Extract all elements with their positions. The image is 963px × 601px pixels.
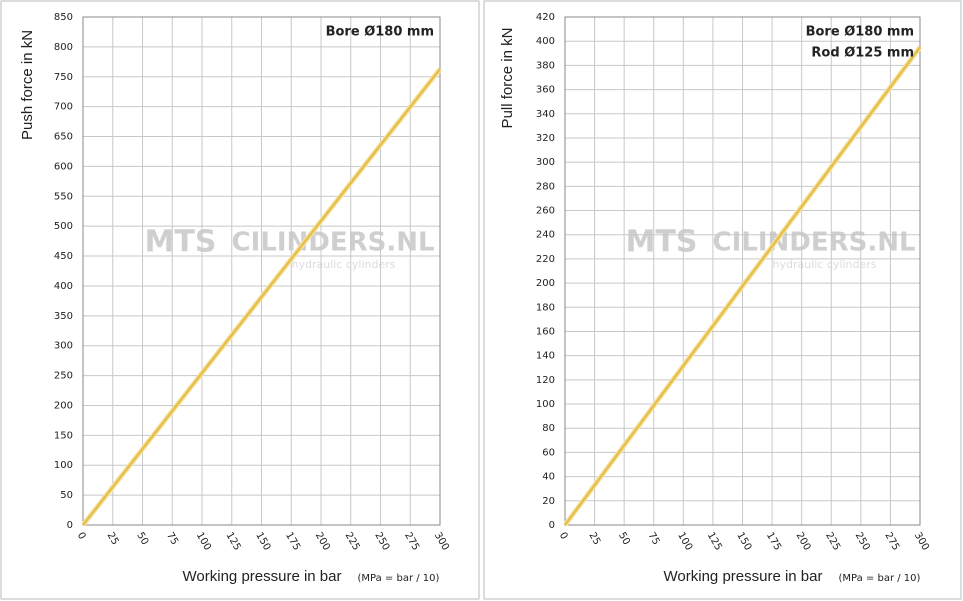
panel-frame	[0, 0, 480, 600]
y-tick-label: 160	[536, 326, 555, 337]
y-tick-label: 200	[54, 400, 73, 411]
y-tick-label: 120	[536, 375, 555, 386]
x-tick-label: 25	[105, 531, 121, 548]
annotation: Rod Ø125 mm	[811, 46, 914, 61]
y-tick-label: 40	[542, 472, 555, 483]
x-tick-label: 125	[224, 531, 243, 553]
plot-frame	[564, 16, 921, 526]
x-tick-label: 275	[402, 531, 421, 553]
x-tick-label: 0	[75, 531, 88, 542]
y-axis-label: Push force in kN	[19, 30, 36, 140]
y-tick-label: 220	[536, 254, 555, 265]
y-tick-label: 400	[54, 281, 73, 292]
x-axis-label: Working pressure in bar	[183, 568, 342, 585]
panel-frame	[483, 0, 962, 600]
y-tick-label: 700	[54, 102, 73, 113]
x-tick-label: 75	[164, 531, 180, 548]
line	[563, 46, 922, 526]
y-tick-label: 350	[54, 311, 73, 322]
y-tick-label: 650	[54, 132, 73, 143]
y-tick-label: 400	[536, 36, 555, 47]
y-tick-label: 320	[536, 133, 555, 144]
y-tick-label: 600	[54, 161, 73, 172]
line	[82, 68, 441, 526]
x-tick-label: 50	[616, 531, 632, 548]
annotation: Bore Ø180 mm	[326, 25, 434, 40]
plot-frame	[82, 16, 441, 526]
y-tick-label: 0	[67, 520, 73, 531]
x-tick-label: 25	[586, 531, 602, 548]
y-tick-label: 300	[536, 157, 555, 168]
watermark: hydraulic cylinders	[773, 258, 877, 271]
y-tick-label: 800	[54, 42, 73, 53]
x-tick-label: 100	[675, 531, 694, 553]
y-tick-label: 340	[536, 109, 555, 120]
watermark: MTS	[145, 225, 217, 260]
y-tick-label: 100	[54, 460, 73, 471]
watermark: hydraulic cylinders	[292, 258, 396, 271]
y-axis-label: Pull force in kN	[499, 28, 516, 129]
y-tick-label: 20	[542, 496, 555, 507]
x-tick-label: 225	[823, 531, 842, 553]
watermark: CILINDERS.NL	[232, 228, 435, 258]
x-tick-label: 150	[734, 531, 753, 553]
y-tick-label: 850	[54, 12, 73, 23]
x-tick-label: 200	[793, 531, 812, 553]
y-tick-label: 300	[54, 341, 73, 352]
y-tick-label: 250	[54, 371, 73, 382]
y-tick-label: 750	[54, 72, 73, 83]
y-tick-label: 50	[60, 490, 73, 501]
x-tick-label: 50	[134, 531, 150, 548]
y-tick-label: 450	[54, 251, 73, 262]
y-tick-label: 550	[54, 191, 73, 202]
watermark: CILINDERS.NL	[713, 228, 916, 258]
x-tick-label: 300	[912, 531, 931, 553]
y-tick-label: 360	[536, 85, 555, 96]
annotation: Bore Ø180 mm	[806, 25, 914, 40]
x-tick-label: 275	[882, 531, 901, 553]
y-tick-label: 500	[54, 221, 73, 232]
y-tick-label: 100	[536, 399, 555, 410]
y-tick-label: 0	[549, 520, 555, 531]
y-tick-label: 140	[536, 351, 555, 362]
x-tick-label: 250	[853, 531, 872, 553]
y-tick-label: 60	[542, 447, 555, 458]
x-tick-label: 225	[343, 531, 362, 553]
y-tick-label: 380	[536, 60, 555, 71]
x-axis-label: Working pressure in bar	[664, 568, 823, 585]
x-tick-label: 175	[283, 531, 302, 553]
y-tick-label: 260	[536, 206, 555, 217]
y-tick-label: 420	[536, 12, 555, 23]
y-tick-label: 200	[536, 278, 555, 289]
x-tick-label: 175	[764, 531, 783, 553]
x-tick-label: 200	[313, 531, 332, 553]
x-tick-label: 100	[194, 531, 213, 553]
y-tick-label: 180	[536, 302, 555, 313]
watermark: MTS	[626, 225, 698, 260]
y-tick-label: 280	[536, 181, 555, 192]
x-tick-label: 150	[253, 531, 272, 553]
y-tick-label: 80	[542, 423, 555, 434]
x-tick-label: 300	[432, 531, 451, 553]
y-tick-label: 150	[54, 430, 73, 441]
x-axis-note: (MPa = bar / 10)	[839, 573, 921, 584]
x-tick-label: 0	[557, 531, 570, 542]
y-tick-label: 240	[536, 230, 555, 241]
x-tick-label: 75	[646, 531, 662, 548]
x-tick-label: 125	[705, 531, 724, 553]
x-axis-note: (MPa = bar / 10)	[358, 573, 440, 584]
x-tick-label: 250	[372, 531, 391, 553]
